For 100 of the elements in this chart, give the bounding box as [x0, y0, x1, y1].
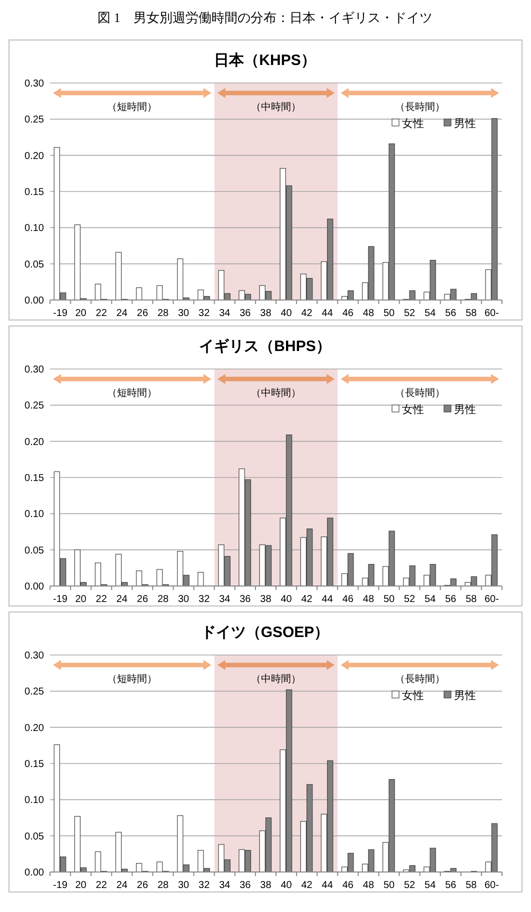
x-tick-label: 28 [157, 880, 169, 891]
x-tick-label: 54 [424, 880, 436, 891]
x-tick-label: 58 [466, 308, 478, 319]
x-tick-label: 20 [75, 308, 87, 319]
x-tick-label: 28 [157, 308, 169, 319]
band-label: （中時間） [251, 101, 301, 113]
x-tick-label: 40 [280, 880, 292, 891]
x-tick-label: 44 [322, 308, 334, 319]
x-tick-label: 36 [240, 594, 252, 605]
caption: 図 1 男女別週労働時間の分布：日本・イギリス・ドイツ [98, 10, 432, 25]
x-tick-label: 52 [404, 880, 416, 891]
x-tick-label: 60- [484, 594, 499, 605]
x-tick-label: 60- [484, 308, 499, 319]
x-tick-label: 52 [404, 594, 416, 605]
x-tick-label: 38 [260, 308, 272, 319]
x-tick-label: 32 [198, 594, 210, 605]
x-tick-label: 38 [260, 880, 272, 891]
y-tick-label: 0.10 [24, 795, 44, 806]
x-tick-label: 42 [301, 594, 313, 605]
x-tick-label: 32 [198, 308, 210, 319]
x-tick-label: 34 [219, 594, 231, 605]
x-tick-label: 46 [342, 880, 354, 891]
y-tick-label: 0.15 [24, 759, 44, 770]
x-tick-label: 58 [466, 880, 478, 891]
x-tick-label: 54 [424, 594, 436, 605]
x-tick-label: 22 [96, 880, 108, 891]
y-tick-label: 0.20 [24, 150, 44, 162]
x-tick-label: 34 [219, 880, 231, 891]
x-tick-label: 48 [362, 880, 374, 891]
x-tick-label: 50 [383, 308, 395, 319]
annotation: （短時間） [107, 673, 158, 685]
x-tick-label: 56 [445, 880, 457, 891]
chart-title: ドイツ（GSOEP） [200, 624, 330, 641]
y-tick-label: 0.30 [24, 78, 44, 90]
x-tick-label: 46 [342, 594, 354, 605]
x-tick-label: 48 [362, 308, 374, 319]
x-tick-label: 56 [445, 308, 457, 319]
annotation: （長時間） [394, 673, 445, 685]
legend-label: 女性 [402, 690, 424, 702]
band-label: （中時間） [251, 673, 301, 685]
y-tick-label: 0.00 [24, 296, 44, 306]
legend-label: 女性 [402, 404, 424, 416]
x-tick-label: 36 [240, 308, 252, 319]
x-tick-label: 26 [136, 594, 148, 605]
x-tick-label: 32 [198, 880, 210, 891]
legend-label: 男性 [454, 404, 476, 416]
x-tick-label: 30 [178, 880, 190, 891]
y-tick-label: 0.30 [24, 650, 44, 662]
x-tick-label: 30 [178, 308, 190, 319]
y-tick-label: 0.20 [24, 436, 44, 448]
x-tick-label: 42 [301, 308, 313, 319]
y-tick-label: 0.30 [24, 364, 44, 376]
x-tick-label: 44 [322, 880, 334, 891]
y-tick-label: 0.05 [24, 545, 44, 556]
y-tick-label: 0.15 [24, 473, 44, 484]
y-tick-label: 0.20 [24, 722, 44, 734]
x-tick-label: 24 [116, 308, 128, 319]
y-tick-label: 0.15 [24, 187, 44, 198]
x-tick-label: 28 [157, 594, 169, 605]
x-tick-label: 44 [322, 594, 334, 605]
x-tick-label: 26 [136, 308, 148, 319]
x-tick-label: 40 [280, 308, 292, 319]
x-tick-label: 48 [362, 594, 374, 605]
x-tick-label: 40 [280, 594, 292, 605]
x-tick-label: 52 [404, 308, 416, 319]
x-tick-label: 42 [301, 880, 313, 891]
y-tick-label: 0.00 [24, 582, 44, 592]
y-tick-label: 0.05 [24, 831, 44, 842]
annotation: （長時間） [394, 387, 445, 399]
x-tick-label: 46 [342, 308, 354, 319]
x-tick-label: 38 [260, 594, 272, 605]
x-tick-label: 26 [136, 880, 148, 891]
legend-label: 男性 [454, 690, 476, 702]
y-tick-label: 0.25 [24, 686, 44, 698]
y-tick-label: 0.25 [24, 400, 44, 412]
x-tick-label: -19 [53, 308, 68, 319]
x-tick-label: 34 [219, 308, 231, 319]
y-tick-label: 0.05 [24, 259, 44, 270]
band-label: （中時間） [251, 387, 301, 399]
x-tick-label: 50 [383, 594, 395, 605]
annotation: （長時間） [394, 101, 445, 113]
y-tick-label: 0.25 [24, 114, 44, 126]
x-tick-label: 58 [466, 594, 478, 605]
x-tick-label: 36 [240, 880, 252, 891]
x-tick-label: 24 [116, 594, 128, 605]
chart-title: 日本（KHPS） [214, 52, 316, 69]
x-tick-label: 30 [178, 594, 190, 605]
x-tick-label: -19 [53, 594, 68, 605]
x-tick-label: 50 [383, 880, 395, 891]
legend-label: 女性 [402, 118, 424, 130]
x-tick-label: 24 [116, 880, 128, 891]
x-tick-label: -19 [53, 880, 68, 891]
y-tick-label: 0.10 [24, 223, 44, 234]
legend-label: 男性 [454, 118, 476, 130]
chart-title: イギリス（BHPS） [199, 338, 331, 355]
x-tick-label: 60- [484, 880, 499, 891]
annotation: （短時間） [107, 387, 158, 399]
x-tick-label: 22 [96, 594, 108, 605]
annotation: （短時間） [107, 101, 158, 113]
x-tick-label: 20 [75, 594, 87, 605]
